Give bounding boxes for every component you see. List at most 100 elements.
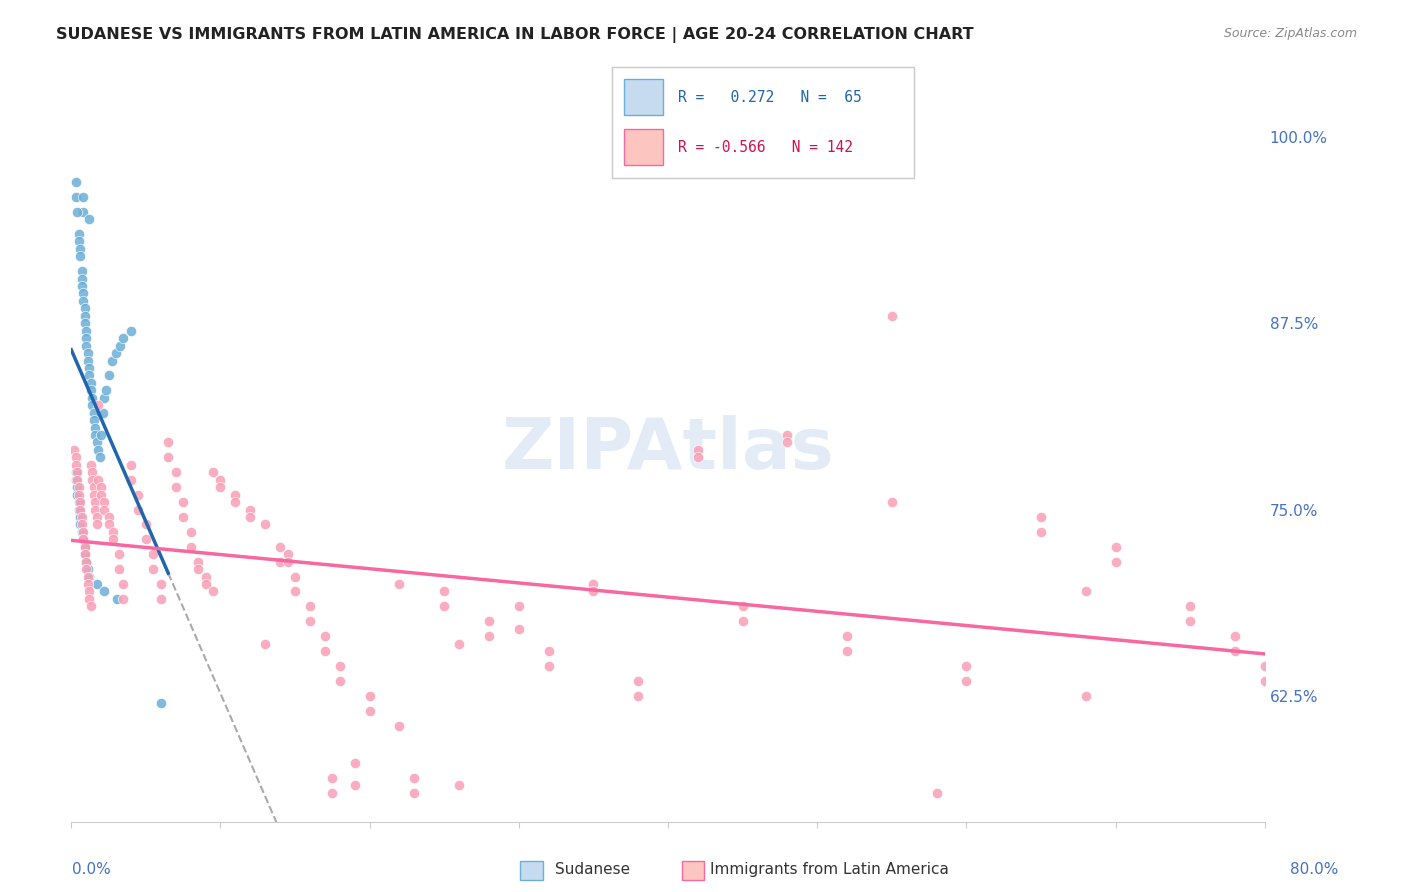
Point <box>239 502 262 516</box>
Point <box>66 487 89 501</box>
Point <box>187 562 209 576</box>
Point <box>627 689 650 703</box>
Point <box>75 338 97 352</box>
Point <box>880 495 903 509</box>
Point <box>284 569 307 583</box>
Point <box>70 510 93 524</box>
Point <box>321 771 343 785</box>
Point <box>835 644 858 658</box>
Point <box>142 562 165 576</box>
Point <box>91 406 114 420</box>
Point <box>269 555 291 569</box>
Point <box>70 524 93 539</box>
Point <box>180 540 202 554</box>
Point <box>67 480 90 494</box>
Point <box>70 271 93 285</box>
Point <box>82 391 104 405</box>
Point <box>86 435 108 450</box>
Point <box>187 555 209 569</box>
Point <box>73 316 96 330</box>
Point <box>72 204 94 219</box>
Point <box>69 495 91 509</box>
Point <box>75 562 97 576</box>
Point <box>69 517 91 532</box>
Point <box>731 614 754 628</box>
Point <box>686 442 709 457</box>
Point <box>90 428 112 442</box>
Point <box>108 562 131 576</box>
Point <box>107 591 129 606</box>
Point <box>298 614 321 628</box>
Point <box>66 465 89 479</box>
Point <box>79 376 101 390</box>
Point <box>76 577 98 591</box>
Point <box>63 442 86 457</box>
Point <box>73 547 96 561</box>
Point <box>112 331 135 345</box>
Point <box>83 487 105 501</box>
Point <box>65 450 87 465</box>
Point <box>1074 689 1097 703</box>
Point <box>120 458 142 472</box>
Point <box>84 502 107 516</box>
Point <box>66 480 89 494</box>
Point <box>72 286 94 301</box>
Point <box>79 458 101 472</box>
Point <box>79 599 101 614</box>
Point <box>87 398 110 412</box>
Text: Sudanese: Sudanese <box>555 863 630 877</box>
Point <box>314 644 336 658</box>
Point <box>120 473 142 487</box>
Point <box>101 533 124 547</box>
Point <box>508 622 530 636</box>
Point <box>172 510 194 524</box>
Point <box>508 599 530 614</box>
Point <box>135 533 157 547</box>
Point <box>97 368 120 383</box>
Point <box>449 778 471 792</box>
Point <box>76 562 98 576</box>
Point <box>108 547 131 561</box>
Point <box>537 659 560 673</box>
Point <box>79 384 101 398</box>
Point <box>1180 599 1202 614</box>
Point <box>65 473 87 487</box>
Point <box>120 324 142 338</box>
Point <box>72 533 94 547</box>
Point <box>82 465 104 479</box>
Point <box>142 547 165 561</box>
Point <box>955 673 977 688</box>
Point <box>1074 584 1097 599</box>
Text: 0.0%: 0.0% <box>72 863 111 877</box>
Point <box>67 235 90 249</box>
Text: R =   0.272   N =  65: R = 0.272 N = 65 <box>678 89 862 104</box>
Point <box>84 495 107 509</box>
Point <box>127 487 149 501</box>
Point <box>75 555 97 569</box>
Point <box>76 346 98 360</box>
Point <box>69 502 91 516</box>
Point <box>1223 644 1246 658</box>
Point <box>93 502 115 516</box>
Point <box>73 547 96 561</box>
Point <box>835 629 858 643</box>
Point <box>955 659 977 673</box>
Point <box>65 465 87 479</box>
Point <box>93 391 115 405</box>
Point <box>82 473 104 487</box>
Point <box>1223 629 1246 643</box>
Point <box>65 175 87 189</box>
Point <box>1254 659 1277 673</box>
Point <box>149 591 172 606</box>
Point <box>1254 673 1277 688</box>
Point <box>73 301 96 316</box>
Point <box>84 420 107 434</box>
Point <box>77 361 100 376</box>
Point <box>1180 614 1202 628</box>
Point <box>72 524 94 539</box>
Point <box>180 524 202 539</box>
Point <box>76 569 98 583</box>
Point <box>321 786 343 800</box>
Point <box>1105 540 1128 554</box>
Point <box>72 189 94 203</box>
